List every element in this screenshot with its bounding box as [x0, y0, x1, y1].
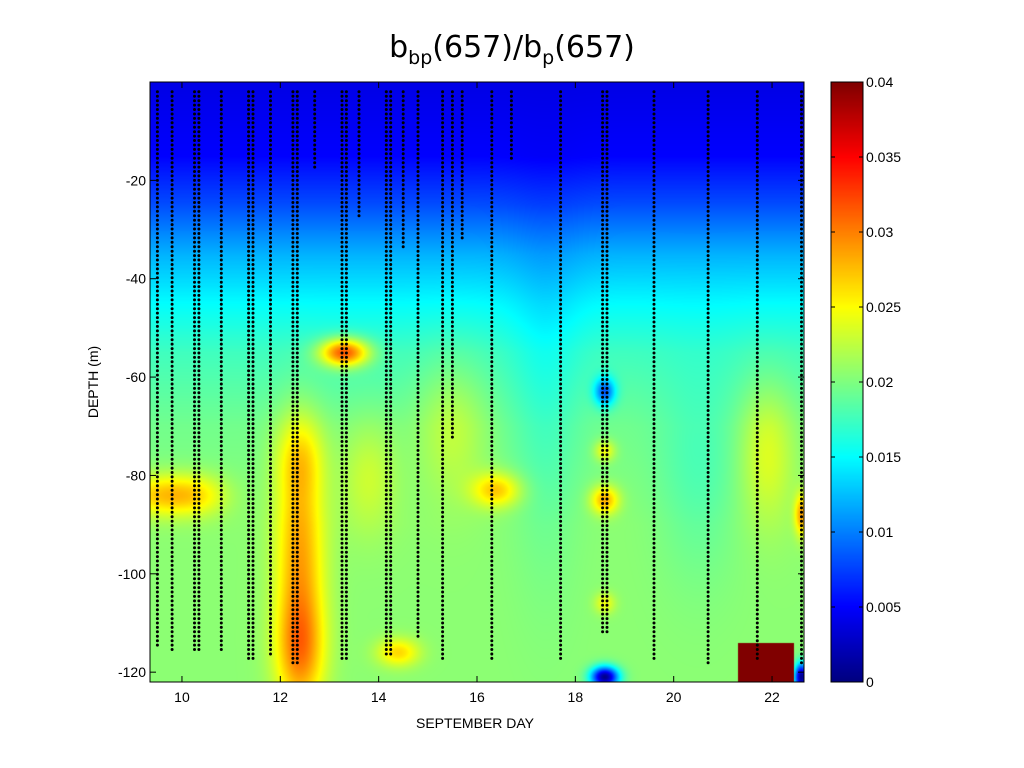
profile-12 — [416, 90, 420, 638]
colorbar-area — [831, 82, 863, 682]
y-tick-label: -80 — [126, 467, 146, 483]
profile-3 — [219, 90, 223, 651]
y-tick-label: -120 — [118, 664, 146, 680]
profile-7 — [313, 90, 317, 169]
profile-11 — [401, 90, 405, 249]
y-tick-label: -20 — [126, 172, 146, 188]
profile-8 — [340, 90, 348, 660]
profile-dots — [155, 90, 803, 665]
profile-18 — [559, 90, 563, 660]
heatmap-field — [150, 82, 804, 682]
profile-21 — [706, 90, 710, 665]
y-tick-label: -60 — [126, 369, 146, 385]
colorbar-tick-label: 0.04 — [866, 74, 893, 90]
colorbar-tick-label: 0.02 — [866, 374, 893, 390]
profile-13 — [441, 90, 445, 660]
colorbar-tick-label: 0.03 — [866, 224, 893, 240]
plot-area — [150, 82, 804, 682]
y-tick-label: -40 — [126, 271, 146, 287]
profile-4 — [247, 90, 255, 660]
profile-16 — [490, 90, 494, 660]
profile-17 — [509, 90, 513, 160]
x-axis: 10 12 14 16 18 20 22 — [174, 82, 780, 705]
profile-22 — [755, 90, 759, 660]
colorbar-tick-label: 0.025 — [866, 299, 901, 315]
profile-2 — [193, 90, 201, 651]
profile-0 — [155, 90, 159, 647]
x-axis-label: SEPTEMBER DAY — [416, 715, 535, 731]
colorbar-tick-label: 0 — [866, 674, 874, 690]
profile-6 — [291, 90, 299, 665]
profile-20 — [652, 90, 656, 660]
x-tick-label: 12 — [273, 689, 289, 705]
colorbar-tick-label: 0.01 — [866, 524, 893, 540]
x-tick-label: 14 — [371, 689, 387, 705]
colorbar-axis: 0 0.005 0.01 0.015 0.02 0.025 0.03 0.035 0.04 — [831, 74, 901, 690]
x-tick-label: 20 — [666, 689, 682, 705]
colorbar-tick-label: 0.005 — [866, 599, 901, 615]
colorbar — [831, 82, 863, 682]
profile-14 — [450, 90, 454, 439]
colorbar-tick-label: 0.015 — [866, 449, 901, 465]
profile-23 — [800, 90, 803, 665]
profile-9 — [357, 90, 361, 218]
colorbar-tick-label: 0.035 — [866, 149, 901, 165]
profile-15 — [460, 90, 464, 240]
x-tick-label: 22 — [764, 689, 780, 705]
profile-1 — [170, 90, 174, 651]
chart-title: bbp(657)/bp(657) — [389, 30, 635, 69]
profile-19 — [601, 90, 609, 634]
y-tick-label: -100 — [118, 566, 146, 582]
profile-5 — [269, 90, 272, 656]
y-axis: -20 -40 -60 -80 -100 -120 — [118, 172, 804, 680]
profile-10 — [384, 90, 393, 656]
x-tick-label: 16 — [469, 689, 485, 705]
x-tick-label: 18 — [568, 689, 584, 705]
x-tick-label: 10 — [174, 689, 190, 705]
y-axis-label: DEPTH (m) — [85, 346, 101, 418]
